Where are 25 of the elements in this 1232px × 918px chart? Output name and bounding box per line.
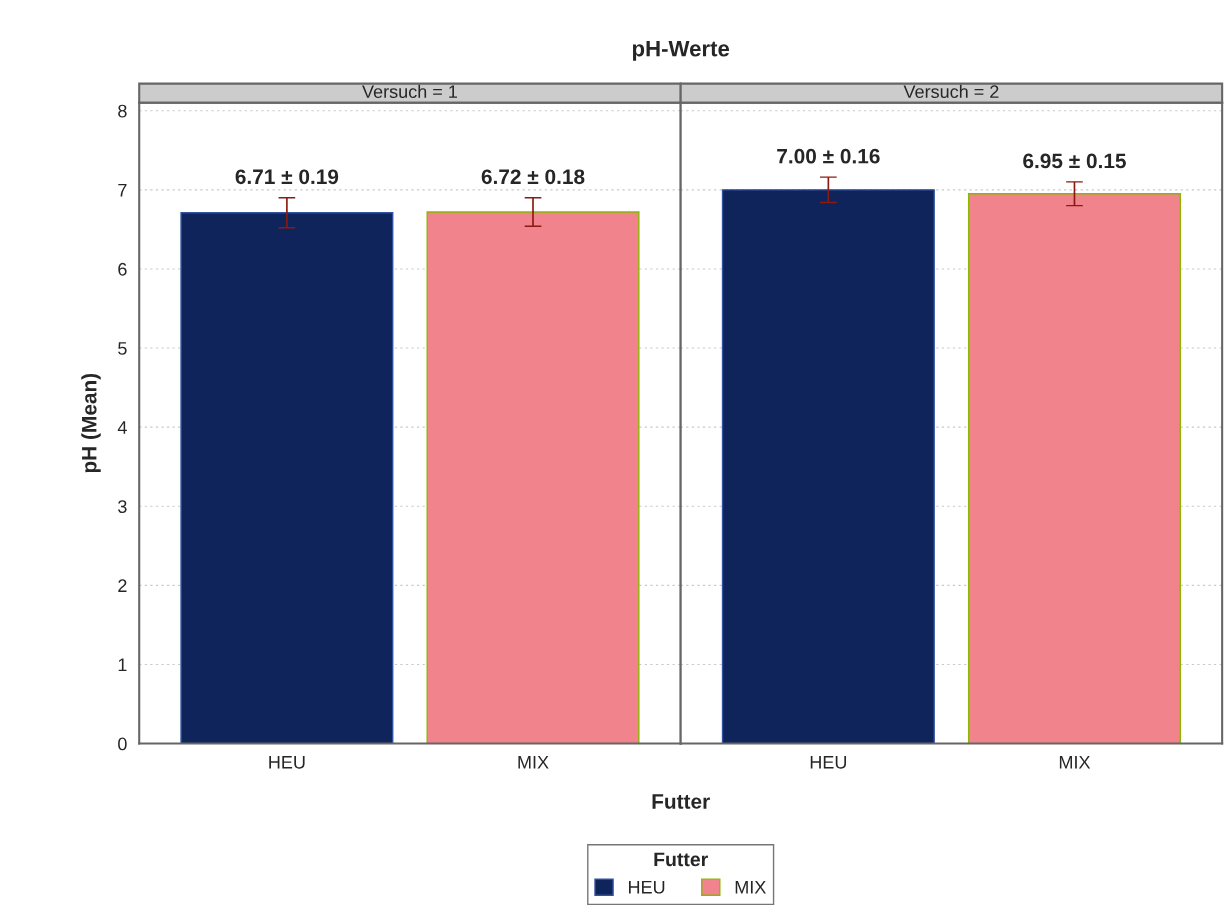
legend-title: Futter <box>654 852 708 867</box>
y-tick-label: 0 <box>118 737 127 751</box>
x-tick-label: MIX <box>1059 756 1091 769</box>
legend-label: HEU <box>628 880 665 894</box>
x-tick-label: MIX <box>518 756 549 769</box>
y-tick-label: 3 <box>118 500 127 513</box>
chart-subtitle: Versuch = 1 <box>362 84 457 99</box>
y-tick-label: 8 <box>118 104 127 118</box>
y-tick-label: 6 <box>118 262 127 276</box>
x-tick-label: HEU <box>269 756 305 769</box>
y-tick-label: 7 <box>118 183 127 197</box>
data-label: 7.00 ± 0.16 <box>777 148 880 164</box>
y-tick-label: 1 <box>118 658 127 672</box>
x-axis-title: Futter <box>652 794 710 809</box>
y-tick-label: 2 <box>118 579 127 592</box>
y-tick-label: 4 <box>117 421 127 434</box>
legend-label: MIX <box>735 880 766 894</box>
data-label: 6.95 ± 0.15 <box>1023 153 1126 169</box>
data-label: 6.71 ± 0.19 <box>235 169 339 185</box>
data-label: 6.72 ± 0.18 <box>481 169 585 185</box>
chart-title: pH-Werte <box>632 40 730 61</box>
x-tick-label: HEU <box>810 756 847 769</box>
y-axis-title: pH (Mean) <box>81 373 101 473</box>
y-tick-label: 5 <box>118 342 127 355</box>
chart-subtitle: Versuch = 2 <box>903 84 999 99</box>
